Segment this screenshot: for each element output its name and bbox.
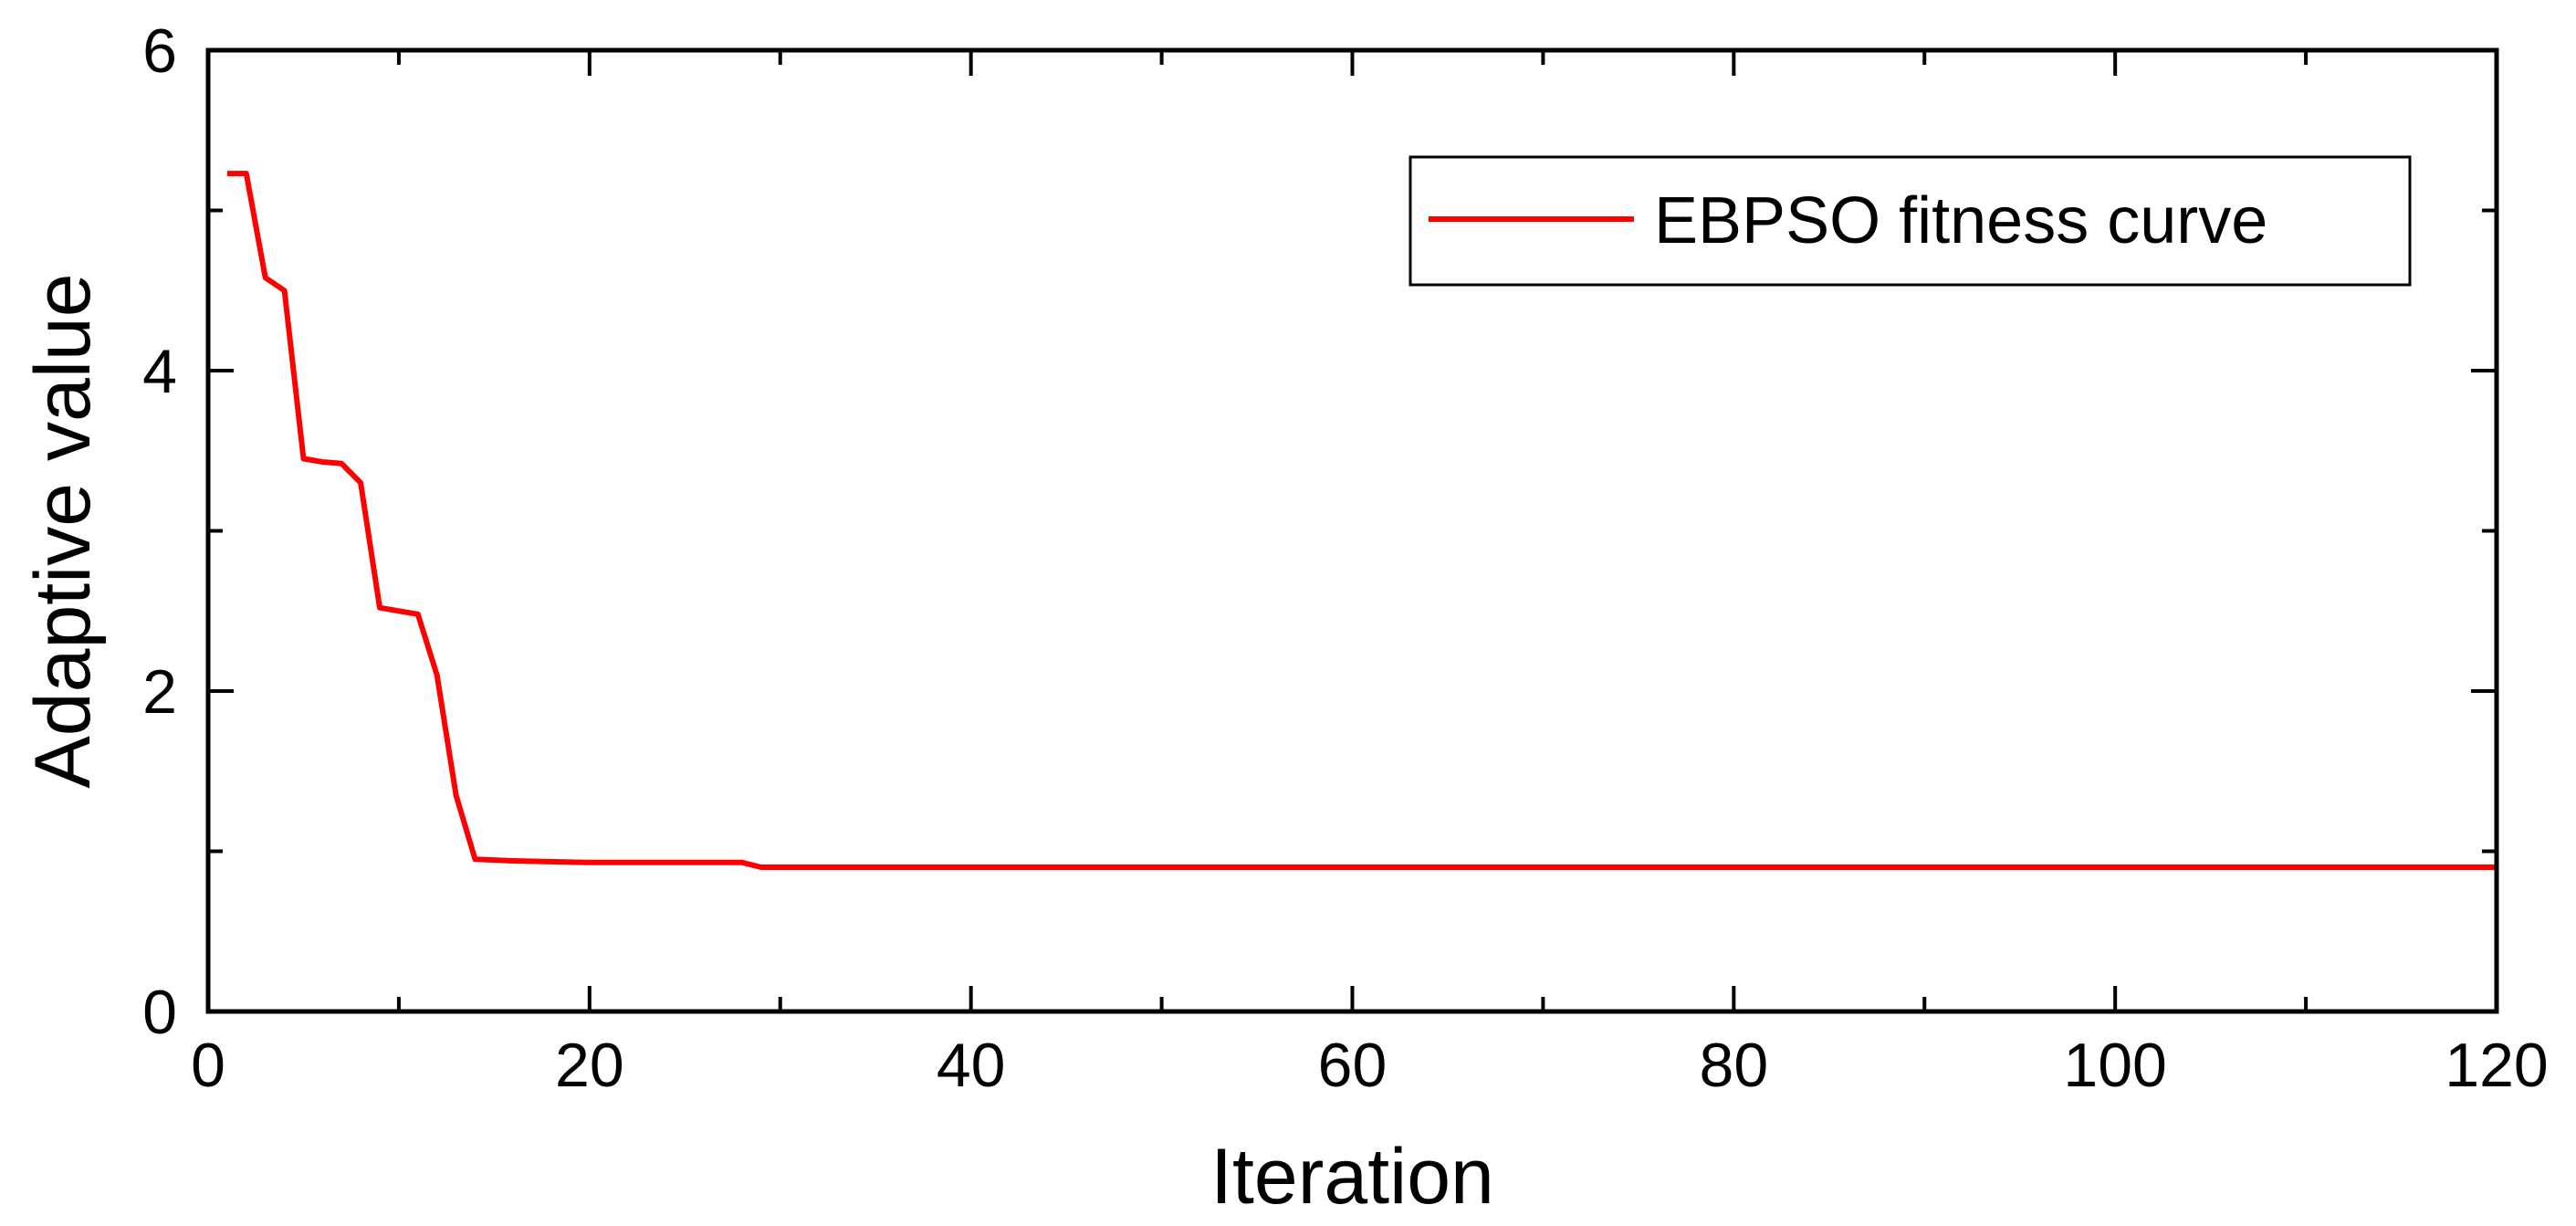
y-tick-label: 2 [142, 657, 177, 727]
x-tick-label: 0 [191, 1031, 225, 1100]
x-tick-label: 80 [1700, 1031, 1769, 1100]
y-tick-label: 6 [142, 16, 177, 86]
y-tick-label: 0 [142, 978, 177, 1047]
y-axis-title: Adaptive value [19, 273, 107, 788]
y-tick-label: 4 [142, 337, 177, 406]
x-tick-label: 40 [937, 1031, 1006, 1100]
tick-labels: 0 20 40 60 80 100 120 0 2 4 6 [142, 16, 2549, 1100]
plot-frame [205, 47, 2499, 1014]
legend-label: EBPSO fitness curve [1654, 184, 2267, 257]
x-tick-label: 100 [2063, 1031, 2166, 1100]
x-tick-label: 20 [555, 1031, 624, 1100]
series-line [226, 171, 2497, 870]
x-tick-label: 120 [2445, 1031, 2548, 1100]
x-tick-label: 60 [1318, 1031, 1387, 1100]
legend: EBPSO fitness curve [1408, 155, 2412, 287]
x-axis-title: Iteration [1210, 1133, 1494, 1221]
series-group [226, 171, 2497, 870]
axis-ticks [206, 48, 2498, 1013]
